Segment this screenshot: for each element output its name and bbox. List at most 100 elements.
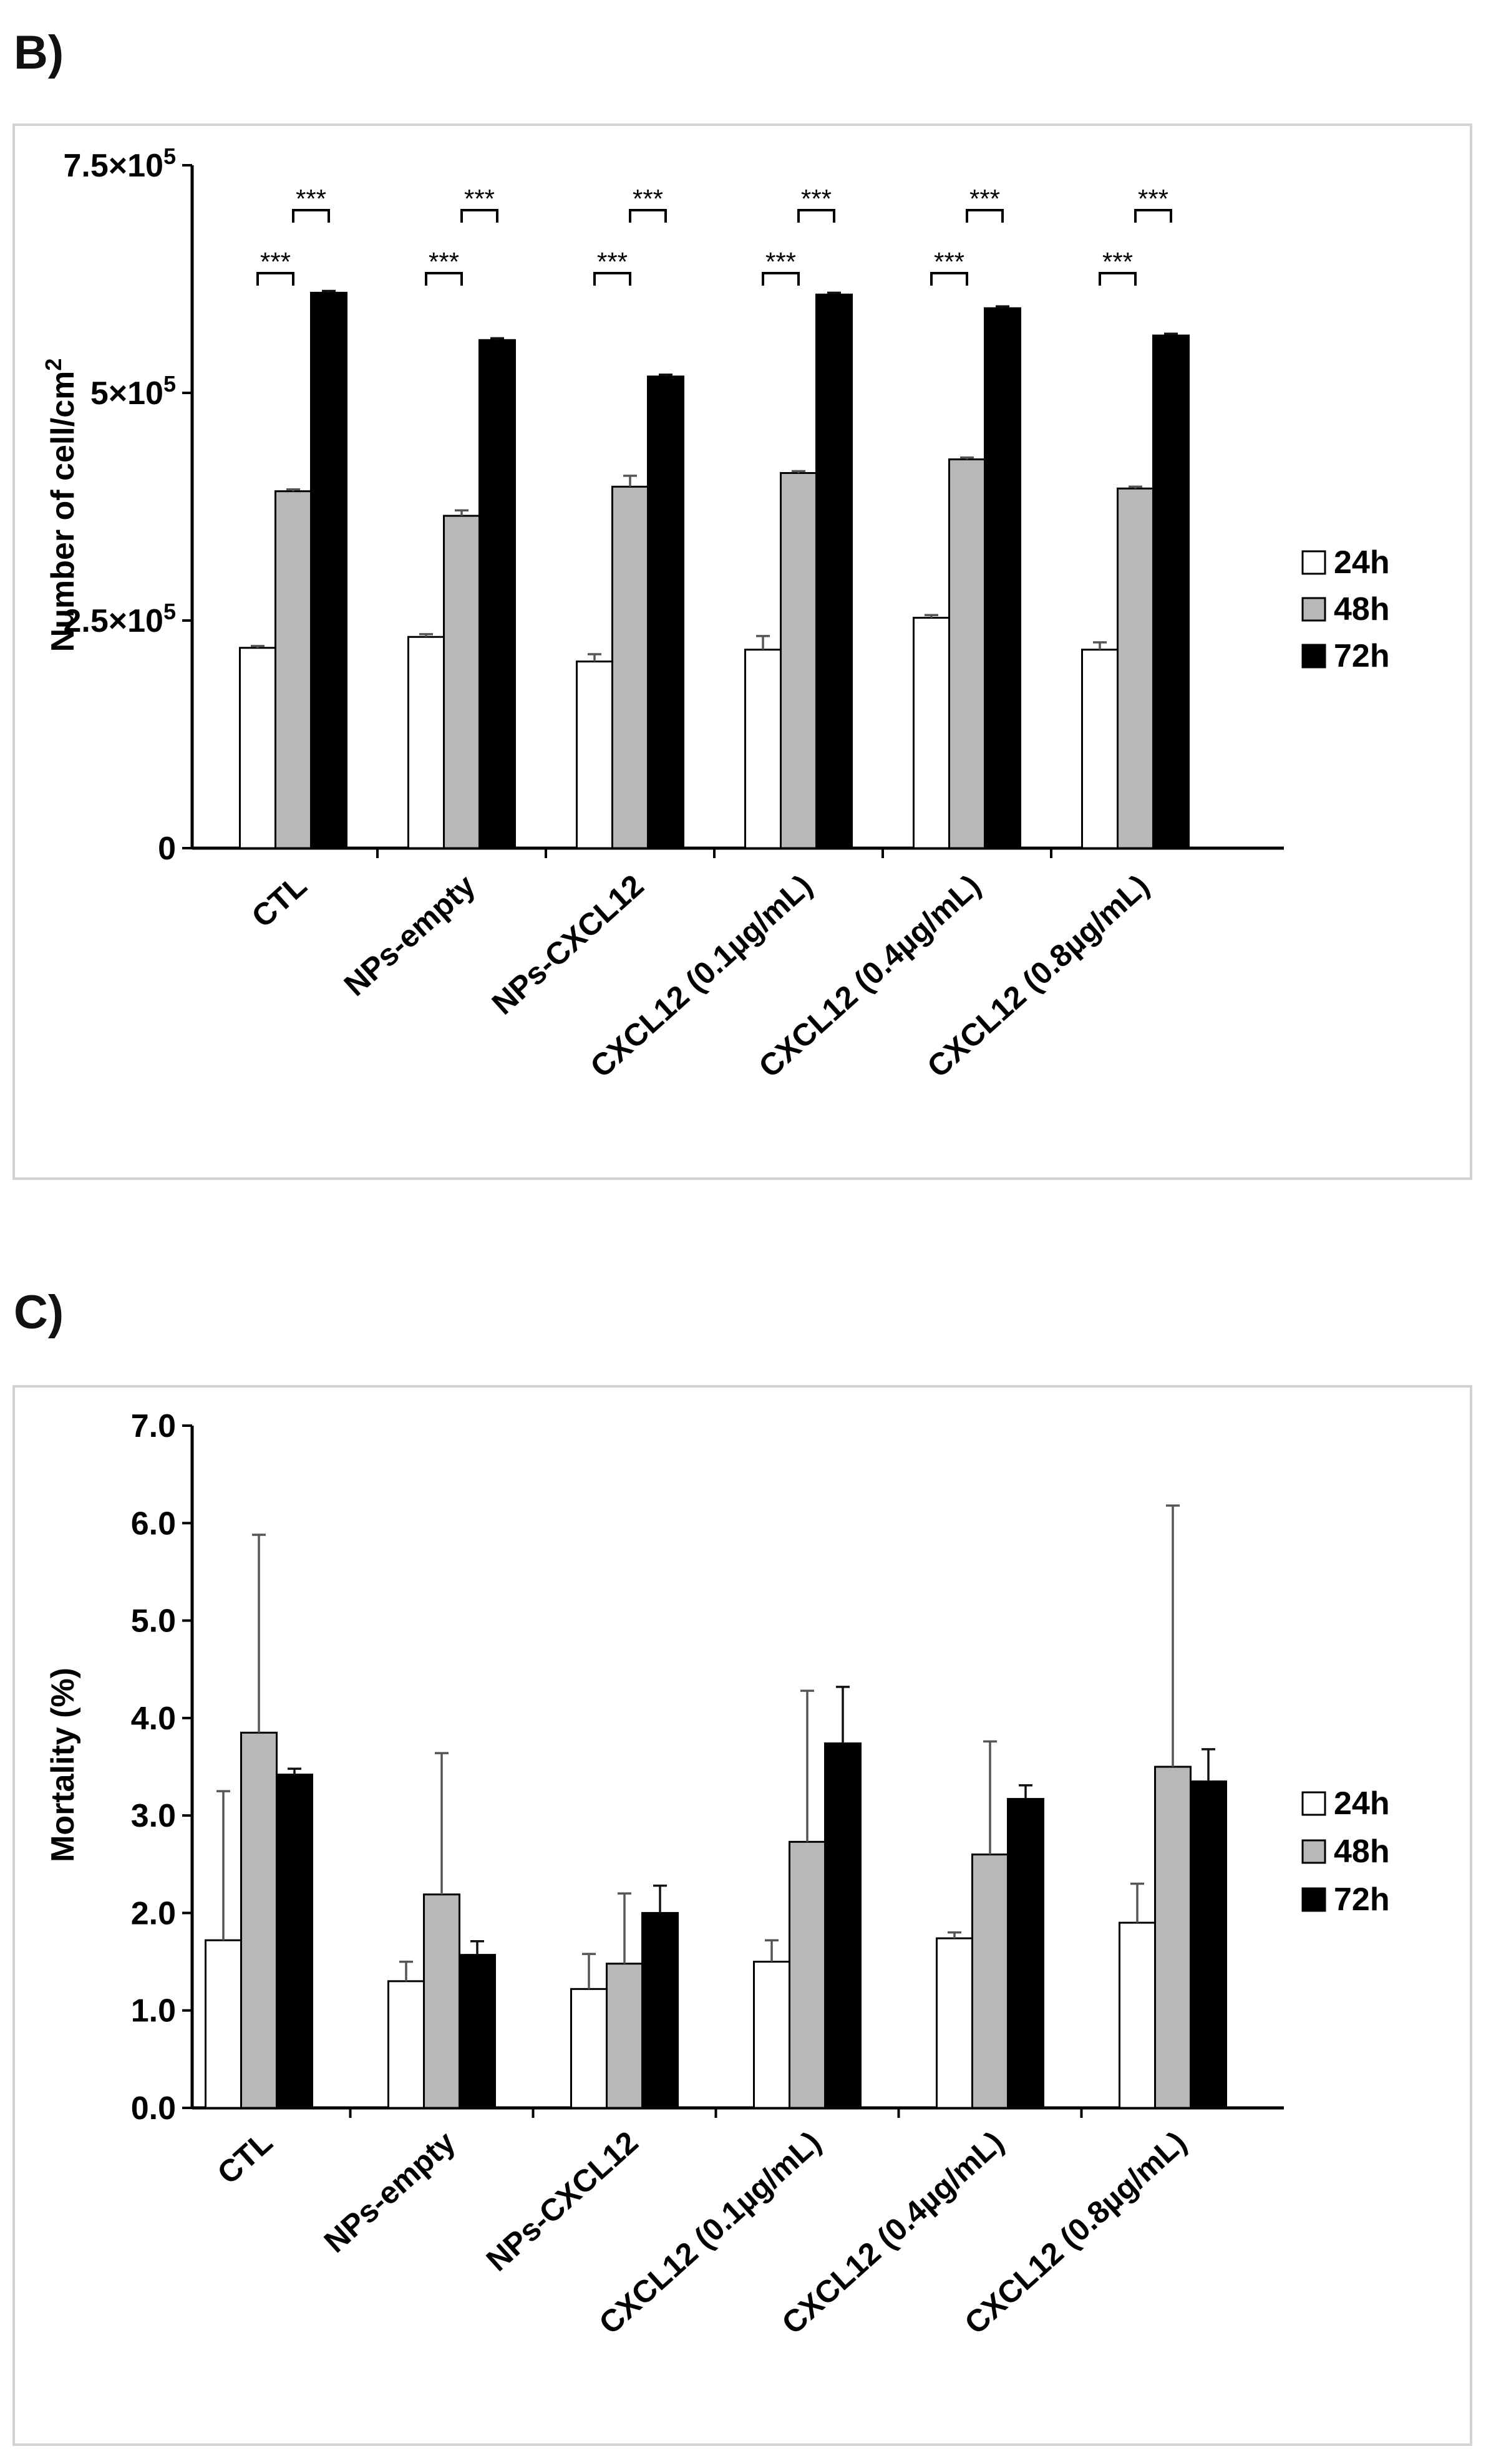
significance-bracket bbox=[930, 272, 968, 286]
y-tick-label: 5×105 bbox=[90, 371, 176, 412]
bar-24h-2 bbox=[570, 1988, 608, 2109]
y-tick-label-text: 0 bbox=[158, 831, 176, 867]
significance-bracket bbox=[425, 272, 463, 286]
bar-72h-4 bbox=[984, 307, 1021, 849]
legend-label-24h: 24h bbox=[1334, 1785, 1390, 1822]
y-tick-label: 5.0 bbox=[131, 1603, 176, 1640]
significance-bracket bbox=[460, 209, 498, 223]
y-tick-label-text: 7.5×10 bbox=[63, 148, 163, 184]
bar-24h-5 bbox=[1119, 1921, 1156, 2109]
significance-label: *** bbox=[633, 184, 663, 213]
significance-label: *** bbox=[597, 247, 628, 276]
significance-bracket bbox=[762, 272, 800, 286]
bar-24h-3 bbox=[744, 649, 782, 849]
legend-label-72h: 72h bbox=[1334, 1882, 1390, 1918]
bar-24h-1 bbox=[387, 1980, 425, 2109]
bar-72h-0 bbox=[310, 291, 347, 849]
y-axis-title: Number of cell/cm2 bbox=[41, 359, 81, 652]
significance-bracket bbox=[629, 209, 667, 223]
bar-24h-5 bbox=[1081, 649, 1119, 849]
legend-swatch-48h bbox=[1301, 597, 1326, 622]
y-tick-label: 3.0 bbox=[131, 1798, 176, 1834]
panel-frame bbox=[12, 1385, 1472, 2446]
significance-bracket bbox=[256, 272, 294, 286]
y-tick-label-text: 0.0 bbox=[131, 2090, 176, 2127]
bar-72h-5 bbox=[1190, 1780, 1227, 2109]
legend-swatch-48h bbox=[1301, 1839, 1326, 1864]
y-tick-label: 6.0 bbox=[131, 1505, 176, 1542]
panel-label: B) bbox=[14, 26, 64, 79]
bar-72h-2 bbox=[641, 1911, 679, 2109]
bar-48h-5 bbox=[1117, 487, 1154, 849]
y-tick-label: 2.5×105 bbox=[63, 599, 176, 639]
bar-48h-2 bbox=[606, 1963, 643, 2109]
bar-72h-4 bbox=[1007, 1798, 1044, 2109]
bar-24h-4 bbox=[913, 617, 950, 849]
y-tick-label-text: 3.0 bbox=[131, 1798, 176, 1834]
bar-48h-5 bbox=[1154, 1766, 1192, 2109]
significance-label: *** bbox=[969, 184, 1000, 213]
significance-label: *** bbox=[464, 184, 495, 213]
y-axis-title: Mortality (%) bbox=[45, 1668, 81, 1862]
y-tick-label: 4.0 bbox=[131, 1701, 176, 1737]
panel-frame bbox=[12, 123, 1472, 1180]
bar-24h-0 bbox=[205, 1939, 242, 2109]
y-tick-label-text: 2.0 bbox=[131, 1895, 176, 1931]
y-tick-label: 1.0 bbox=[131, 1993, 176, 2029]
legend-swatch-24h bbox=[1301, 550, 1326, 575]
significance-bracket bbox=[1134, 209, 1172, 223]
significance-label: *** bbox=[260, 247, 291, 276]
bar-48h-0 bbox=[274, 490, 312, 849]
y-tick-label-text: 1.0 bbox=[131, 1993, 176, 2029]
y-tick-label-text: 6.0 bbox=[131, 1505, 176, 1542]
y-tick-label: 2.0 bbox=[131, 1895, 176, 1931]
bar-72h-0 bbox=[276, 1774, 313, 2109]
bar-24h-1 bbox=[407, 635, 445, 849]
legend-label-48h: 48h bbox=[1334, 591, 1390, 627]
bar-24h-0 bbox=[239, 647, 276, 849]
legend-label-24h: 24h bbox=[1334, 544, 1390, 581]
legend-label-72h: 72h bbox=[1334, 638, 1390, 674]
bar-24h-4 bbox=[936, 1937, 973, 2109]
significance-label: *** bbox=[1138, 184, 1168, 213]
bar-48h-1 bbox=[423, 1893, 460, 2109]
y-axis-title-text: Number of cell/cm bbox=[45, 371, 81, 652]
y-tick-label: 0.0 bbox=[131, 2090, 176, 2127]
y-tick-label-text: 5.0 bbox=[131, 1603, 176, 1640]
y-axis-title-text: Mortality (%) bbox=[45, 1668, 81, 1862]
significance-bracket bbox=[797, 209, 835, 223]
legend: 24h 48h 72h bbox=[1301, 544, 1390, 674]
bar-24h-3 bbox=[753, 1961, 790, 2109]
significance-label: *** bbox=[1102, 247, 1133, 276]
bar-72h-5 bbox=[1152, 334, 1190, 849]
y-tick-label-superscript: 5 bbox=[163, 371, 176, 397]
significance-label: *** bbox=[801, 184, 832, 213]
legend-swatch-72h bbox=[1301, 1887, 1326, 1912]
bar-48h-3 bbox=[789, 1840, 826, 2109]
bar-72h-3 bbox=[824, 1742, 862, 2109]
bar-24h-2 bbox=[576, 660, 613, 849]
bar-48h-3 bbox=[780, 471, 817, 849]
significance-bracket bbox=[593, 272, 631, 286]
bar-72h-3 bbox=[815, 293, 853, 849]
y-axis-title-superscript: 2 bbox=[41, 359, 66, 371]
significance-bracket bbox=[292, 209, 330, 223]
y-tick-label-superscript: 5 bbox=[163, 599, 176, 624]
significance-label: *** bbox=[934, 247, 964, 276]
y-tick-label-text: 5×10 bbox=[90, 375, 163, 412]
bar-72h-1 bbox=[459, 1954, 496, 2109]
y-tick-label: 7.0 bbox=[131, 1408, 176, 1444]
legend-swatch-24h bbox=[1301, 1791, 1326, 1816]
significance-label: *** bbox=[429, 247, 459, 276]
bar-48h-4 bbox=[971, 1853, 1009, 2109]
y-tick-label-text: 4.0 bbox=[131, 1701, 176, 1737]
bar-72h-1 bbox=[478, 339, 516, 849]
significance-label: *** bbox=[296, 184, 326, 213]
significance-bracket bbox=[1099, 272, 1137, 286]
bar-48h-2 bbox=[611, 485, 649, 849]
bar-48h-1 bbox=[443, 515, 480, 849]
legend-label-48h: 48h bbox=[1334, 1834, 1390, 1870]
